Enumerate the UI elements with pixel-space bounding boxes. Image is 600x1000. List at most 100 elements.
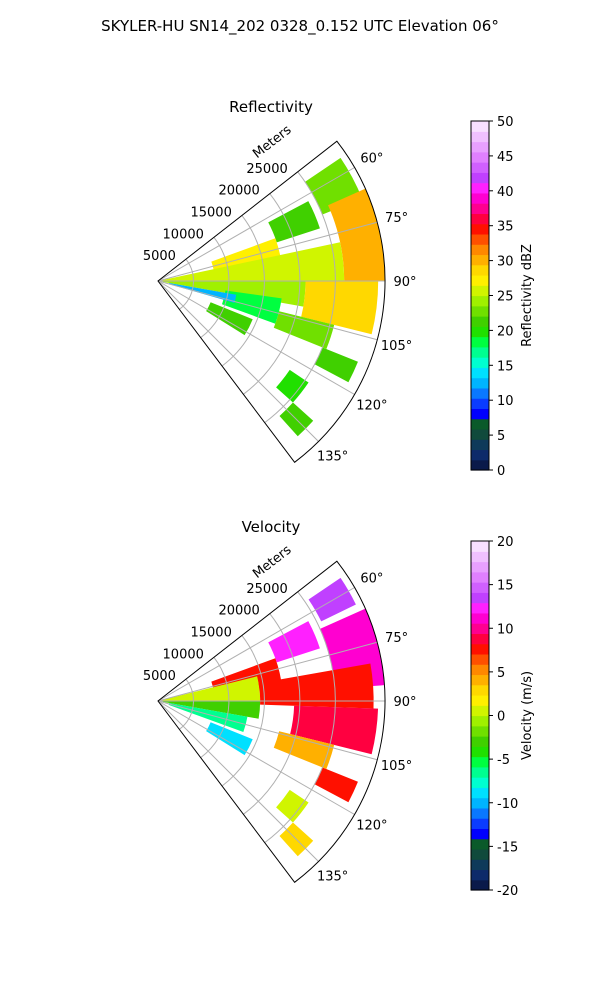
range-tick-label: 10000 xyxy=(163,227,204,242)
wedge-frame xyxy=(157,560,386,883)
panel-reflectivity: Reflectivity 5000 10000 15000 20000 25000Mete… xyxy=(143,98,535,479)
colorbar-swatch xyxy=(471,623,489,634)
colorbar-swatch xyxy=(471,316,489,327)
colorbar-swatch xyxy=(471,305,489,317)
colorbar-swatch xyxy=(471,387,489,399)
colorbar-swatch xyxy=(471,653,489,665)
colorbar-swatch xyxy=(471,151,489,163)
colorbar-tick-label: 30 xyxy=(497,255,514,270)
colorbar-swatch xyxy=(471,439,489,451)
azimuth-tick-label: 90° xyxy=(393,695,416,710)
colorbar-swatch xyxy=(471,459,489,471)
colorbar-tick-label: 0 xyxy=(497,710,505,725)
field-cell xyxy=(273,311,335,350)
colorbar-label: Reflectivity dBZ xyxy=(520,244,535,347)
colorbar-swatch xyxy=(471,162,489,173)
field-cell xyxy=(328,188,385,281)
azimuth-gridline xyxy=(157,700,319,862)
colorbar-swatch xyxy=(471,346,489,358)
azimuth-gridline xyxy=(157,280,319,442)
azimuth-tick-label: 105° xyxy=(381,759,412,774)
colorbar-swatch xyxy=(471,612,489,624)
colorbar-swatch xyxy=(471,797,489,809)
colorbar-swatch xyxy=(471,715,489,727)
colorbar-swatch xyxy=(471,264,489,276)
wedge-frame xyxy=(157,140,386,463)
colorbar-tick-label: 10 xyxy=(497,622,514,637)
field-cell xyxy=(314,767,358,803)
range-tick-label: 15000 xyxy=(190,625,231,640)
field-cell xyxy=(221,290,282,324)
azimuth-tick-label: 75° xyxy=(385,631,408,646)
colorbar-swatch xyxy=(471,705,489,717)
colorbar-swatch xyxy=(471,582,489,593)
panels: Reflectivity500010000150002000025000Mete… xyxy=(143,98,535,899)
colorbar-swatch xyxy=(471,367,489,379)
field-layer xyxy=(158,577,385,857)
azimuth-tick-label: 120° xyxy=(356,399,387,414)
colorbar-swatch xyxy=(471,203,489,214)
colorbar-swatch xyxy=(471,602,489,614)
colorbar-tick-label: -20 xyxy=(497,884,518,899)
field-cell xyxy=(206,722,253,756)
range-tick-label: 20000 xyxy=(218,184,259,199)
colorbar-swatch xyxy=(471,131,489,143)
colorbar-swatch xyxy=(471,664,489,676)
colorbar-swatch xyxy=(471,295,489,307)
range-tick-label: 5000 xyxy=(143,669,176,684)
colorbar-swatch xyxy=(471,684,489,696)
colorbar-swatch xyxy=(471,643,489,655)
range-gridline xyxy=(200,657,230,759)
colorbar-tick-label: -10 xyxy=(497,797,518,812)
colorbar-swatch xyxy=(471,551,489,563)
colorbar-swatch xyxy=(471,418,489,430)
field-cell xyxy=(314,347,358,383)
colorbar-swatch xyxy=(471,223,489,235)
field-cell xyxy=(276,369,309,403)
colorbar-swatch xyxy=(471,541,489,552)
colorbar-swatch xyxy=(471,398,489,410)
colorbar-swatch xyxy=(471,377,489,389)
colorbar-swatch xyxy=(471,746,489,758)
field-cell xyxy=(273,731,335,770)
colorbar-swatch xyxy=(471,592,489,604)
colorbar-tick-label: 25 xyxy=(497,290,514,305)
colorbar-swatch xyxy=(471,787,489,799)
colorbar-tick-label: 10 xyxy=(497,394,514,409)
azimuth-tick-label: 75° xyxy=(385,211,408,226)
colorbar-swatch xyxy=(471,838,489,850)
azimuth-gridline xyxy=(157,221,378,282)
azimuth-tick-label: 105° xyxy=(381,339,412,354)
colorbar-tick-label: 50 xyxy=(497,115,514,130)
colorbar-swatch xyxy=(471,777,489,788)
colorbar-tick-label: 20 xyxy=(497,324,514,339)
panel-title: Reflectivity xyxy=(229,98,313,116)
colorbar-swatch xyxy=(471,807,489,819)
colorbar-swatch xyxy=(471,254,489,266)
azimuth-gridline xyxy=(157,587,355,702)
field-cell xyxy=(158,242,345,281)
colorbar-swatch xyxy=(471,172,489,184)
colorbar-swatch xyxy=(471,674,489,686)
colorbar-swatch xyxy=(471,828,489,840)
colorbar-swatch xyxy=(471,766,489,778)
colorbar-swatch xyxy=(471,561,489,573)
field-cell xyxy=(158,701,261,719)
azimuth-tick-label: 135° xyxy=(317,870,348,885)
colorbar-swatch xyxy=(471,869,489,881)
colorbar-swatch xyxy=(471,736,489,747)
field-cell xyxy=(276,789,309,823)
colorbar-swatch xyxy=(471,326,489,338)
colorbar-swatch xyxy=(471,357,489,368)
colorbar-tick-label: 5 xyxy=(497,666,505,681)
colorbar-swatch xyxy=(471,336,489,348)
field-cell xyxy=(168,702,248,733)
colorbar-tick-label: 5 xyxy=(497,429,505,444)
range-gridline xyxy=(200,237,230,339)
field-cell xyxy=(258,663,374,709)
range-gridline xyxy=(264,591,336,844)
colorbar-swatch xyxy=(471,428,489,440)
colorbar-swatch xyxy=(471,408,489,420)
range-tick-label: 20000 xyxy=(218,604,259,619)
